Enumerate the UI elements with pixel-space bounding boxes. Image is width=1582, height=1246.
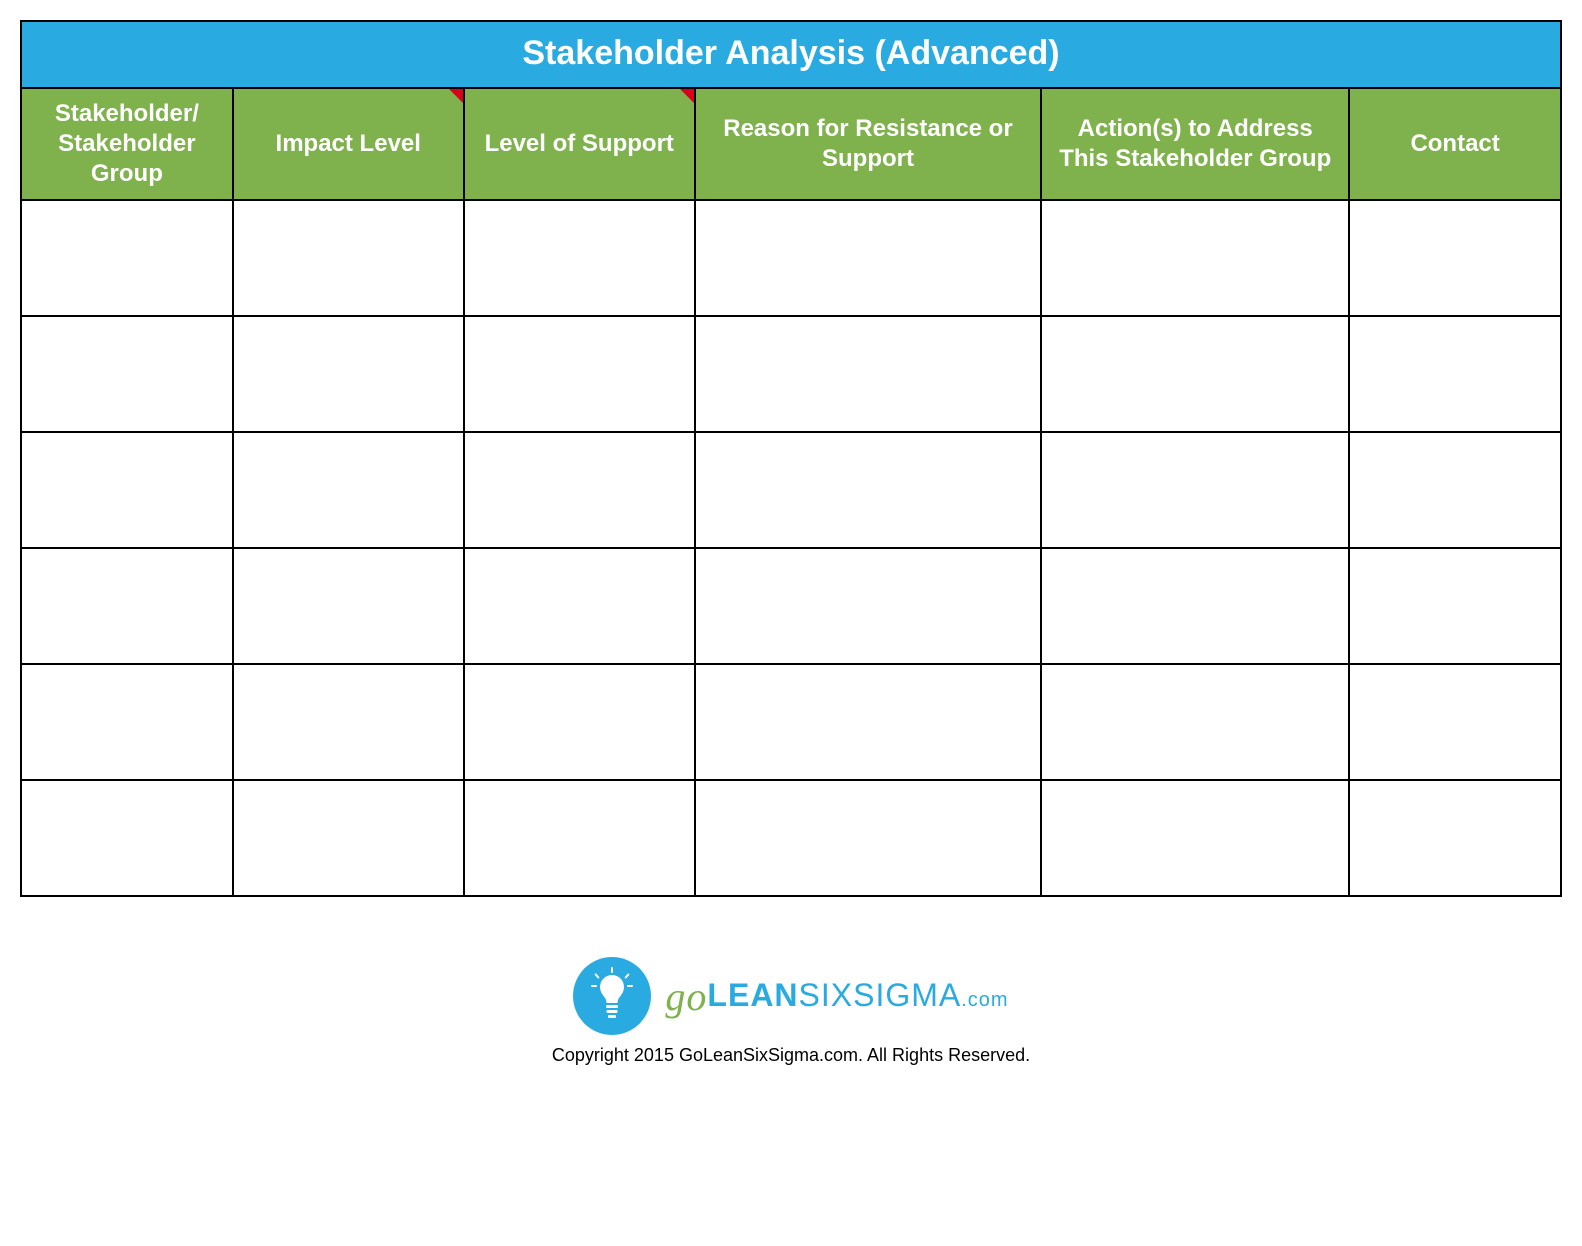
table-cell[interactable] <box>1349 200 1561 316</box>
table-cell[interactable] <box>233 316 464 432</box>
logo-wordmark: goLEANSIXSIGMA.com <box>665 973 1008 1020</box>
table-body <box>21 200 1561 896</box>
table-row <box>21 664 1561 780</box>
table-cell[interactable] <box>464 664 695 780</box>
logo-text-lean: LEAN <box>707 977 798 1013</box>
table-title: Stakeholder Analysis (Advanced) <box>21 21 1561 88</box>
lightbulb-icon <box>573 957 651 1035</box>
table-cell[interactable] <box>464 432 695 548</box>
table-row <box>21 200 1561 316</box>
table-cell[interactable] <box>1349 316 1561 432</box>
table-cell[interactable] <box>695 548 1041 664</box>
table-cell[interactable] <box>695 780 1041 896</box>
table-row <box>21 316 1561 432</box>
table-cell[interactable] <box>1349 548 1561 664</box>
table-cell[interactable] <box>233 780 464 896</box>
logo: goLEANSIXSIGMA.com <box>573 957 1008 1035</box>
table-cell[interactable] <box>1041 316 1349 432</box>
col-header-reason: Reason for Resistance or Support <box>695 88 1041 200</box>
table-row <box>21 432 1561 548</box>
col-header-actions: Action(s) to Address This Stakeholder Gr… <box>1041 88 1349 200</box>
table-cell[interactable] <box>21 664 233 780</box>
table-cell[interactable] <box>21 316 233 432</box>
table-cell[interactable] <box>695 316 1041 432</box>
footer: goLEANSIXSIGMA.com Copyright 2015 GoLean… <box>20 957 1562 1066</box>
table-cell[interactable] <box>1349 664 1561 780</box>
stakeholder-analysis-table: Stakeholder Analysis (Advanced) Stakehol… <box>20 20 1562 897</box>
copyright-text: Copyright 2015 GoLeanSixSigma.com. All R… <box>20 1045 1562 1066</box>
table-header-row: Stakeholder/ Stakeholder Group Impact Le… <box>21 88 1561 200</box>
table-cell[interactable] <box>21 200 233 316</box>
table-cell[interactable] <box>464 316 695 432</box>
table-cell[interactable] <box>233 432 464 548</box>
table-row <box>21 548 1561 664</box>
table-cell[interactable] <box>1041 664 1349 780</box>
table-cell[interactable] <box>21 548 233 664</box>
table-cell[interactable] <box>464 548 695 664</box>
table-cell[interactable] <box>695 200 1041 316</box>
table-cell[interactable] <box>1349 432 1561 548</box>
table-cell[interactable] <box>233 548 464 664</box>
col-header-stakeholder: Stakeholder/ Stakeholder Group <box>21 88 233 200</box>
table-title-row: Stakeholder Analysis (Advanced) <box>21 21 1561 88</box>
col-header-contact: Contact <box>1349 88 1561 200</box>
table-cell[interactable] <box>464 780 695 896</box>
page-container: Stakeholder Analysis (Advanced) Stakehol… <box>0 0 1582 1106</box>
logo-text-dotcom: .com <box>961 989 1008 1011</box>
table-cell[interactable] <box>21 432 233 548</box>
col-header-impact-level: Impact Level <box>233 88 464 200</box>
col-header-level-of-support: Level of Support <box>464 88 695 200</box>
table-cell[interactable] <box>1041 780 1349 896</box>
table-cell[interactable] <box>233 200 464 316</box>
table-row <box>21 780 1561 896</box>
table-cell[interactable] <box>464 200 695 316</box>
table-cell[interactable] <box>1041 200 1349 316</box>
table-cell[interactable] <box>21 780 233 896</box>
table-cell[interactable] <box>1041 432 1349 548</box>
table-cell[interactable] <box>695 664 1041 780</box>
table-cell[interactable] <box>233 664 464 780</box>
table-cell[interactable] <box>1349 780 1561 896</box>
logo-text-sigma: SIGMA <box>853 977 961 1013</box>
logo-text-go: go <box>665 974 707 1019</box>
table-cell[interactable] <box>695 432 1041 548</box>
logo-text-six: SIX <box>799 977 854 1013</box>
table-cell[interactable] <box>1041 548 1349 664</box>
